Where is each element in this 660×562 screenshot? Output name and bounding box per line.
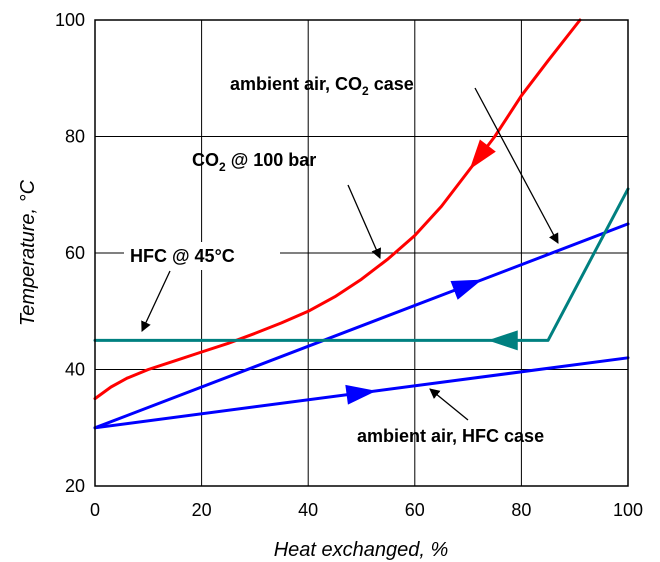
x-tick-label: 60	[405, 500, 425, 520]
annotation-arrow-ambient-hfc	[429, 388, 469, 421]
annotation-arrow-ambient-co2	[474, 87, 559, 244]
y-tick-label: 100	[55, 10, 85, 30]
x-tick-label: 80	[511, 500, 531, 520]
series-line-co2-100-bar	[93, 18, 582, 401]
annotations: CO2 @ 100 bar ambient air, CO2 case HFC …	[124, 74, 559, 446]
y-tick-label: 20	[65, 476, 85, 496]
x-tick-label: 0	[90, 500, 100, 520]
arrow-ambient-co2-flow-icon	[450, 279, 483, 300]
series-arrows	[345, 139, 518, 405]
x-tick-label: 20	[192, 500, 212, 520]
annotation-hfc-45: HFC @ 45°C	[130, 246, 235, 266]
x-tick-label: 40	[298, 500, 318, 520]
y-tick-label: 80	[65, 127, 85, 147]
plot-border	[94, 19, 629, 487]
annotation-ambient-hfc: ambient air, HFC case	[357, 426, 544, 446]
y-axis-title: Temperature, °C	[17, 179, 39, 326]
annotation-arrow-hfc-45	[141, 270, 171, 332]
x-tick-label: 100	[613, 500, 643, 520]
y-tick-label: 60	[65, 243, 85, 263]
annotation-bg-hfc-45	[124, 242, 280, 270]
annotation-ambient-co2: ambient air, CO2 case	[230, 74, 414, 98]
annotation-arrow-co2-100bar	[347, 184, 382, 259]
y-tick-label: 40	[65, 360, 85, 380]
arrow-ambient-hfc-flow-icon	[345, 384, 377, 405]
arrow-co2-flow-icon	[469, 139, 496, 170]
series-line-hfc-45-c	[93, 187, 630, 342]
series-line-ambient-air-co2-case	[93, 222, 630, 430]
annotation-co2-100bar: CO2 @ 100 bar	[192, 150, 316, 174]
x-axis-title: Heat exchanged, %	[274, 539, 449, 561]
arrow-hfc-flow-icon	[487, 330, 518, 351]
